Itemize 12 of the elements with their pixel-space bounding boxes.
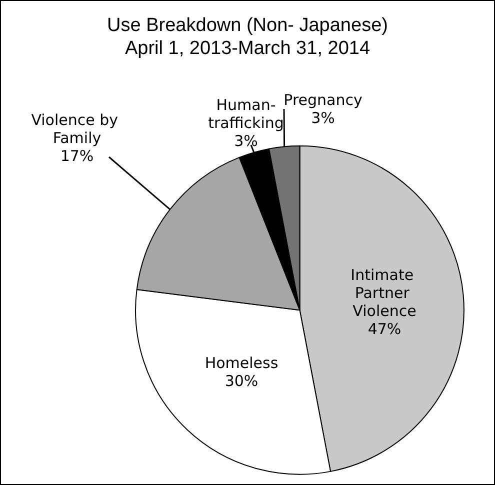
- chart-subtitle: April 1, 2013-March 31, 2014: [124, 38, 370, 59]
- slice-label: Human-trafficking: [208, 96, 284, 132]
- data-label: 3%: [311, 109, 335, 127]
- data-label: 3%: [234, 132, 258, 150]
- chart-title: Use Breakdown (Non- Japanese): [107, 15, 388, 36]
- slice-label: Violence by Family: [31, 111, 123, 147]
- slice-label: Intimate Partner Violence: [350, 266, 418, 320]
- slice-label: Pregnancy: [284, 91, 362, 109]
- slice-label: Homeless: [204, 354, 278, 372]
- data-label: 17%: [60, 147, 94, 165]
- data-label: 30%: [224, 372, 258, 390]
- data-label: 47%: [368, 320, 402, 338]
